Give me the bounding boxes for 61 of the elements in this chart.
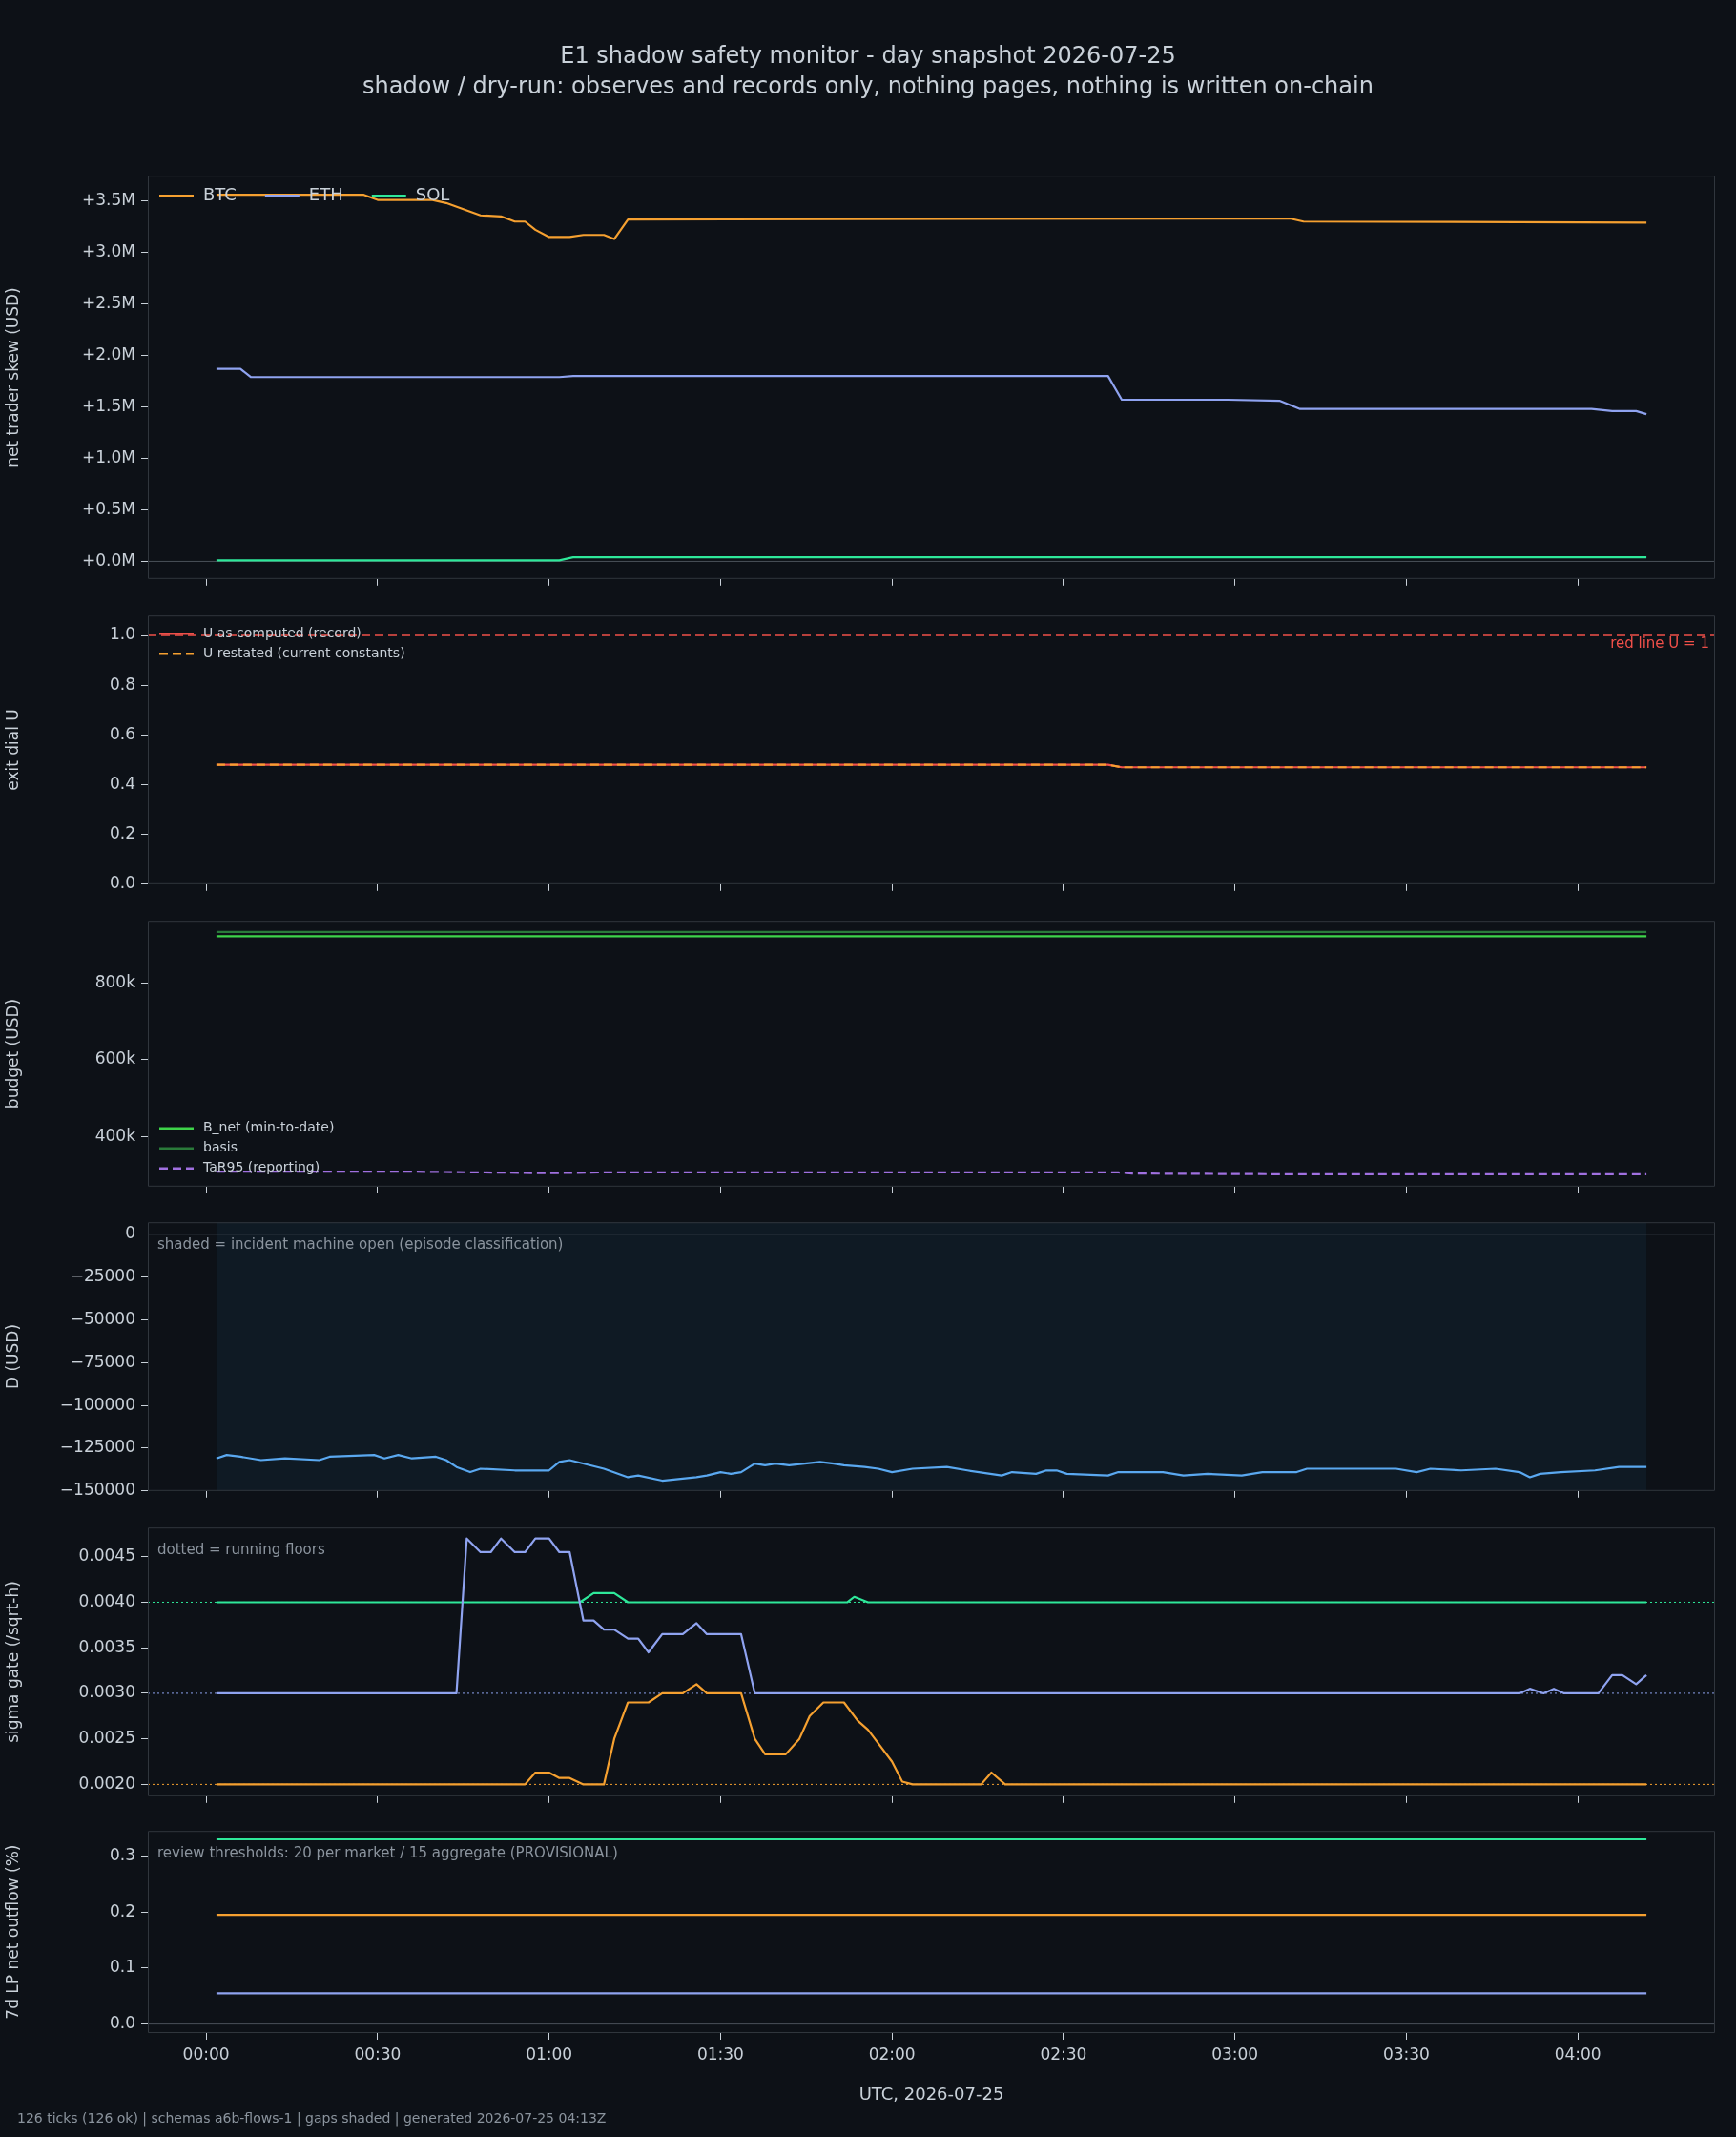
y-tick-label: 800k <box>94 971 136 991</box>
chart-subtitle: shadow / dry-run: observes and records only, nothing pages, nothing is written on-chain <box>362 73 1374 99</box>
y-tick-label: 0 <box>125 1223 135 1243</box>
y-tick-label: 0.2 <box>109 1900 135 1920</box>
y-tick-label: 0.0045 <box>78 1546 135 1566</box>
y-tick-label: +3.0M <box>82 241 135 261</box>
annotation: shaded = incident machine open (episode classification) <box>157 1235 564 1254</box>
y-axis-title: exit dial U <box>2 709 22 791</box>
y-tick-label: −75000 <box>70 1351 135 1371</box>
y-tick-label: 0.0030 <box>78 1682 135 1702</box>
y-tick-label: +1.0M <box>82 446 135 467</box>
x-tick-label: 01:00 <box>526 2044 573 2064</box>
y-tick-label: 0.8 <box>109 674 135 694</box>
y-tick-label: 0.0040 <box>78 1590 135 1610</box>
x-tick-label: 01:30 <box>696 2044 744 2064</box>
y-tick-label: 1.0 <box>109 624 135 644</box>
y-tick-label: 400k <box>94 1125 136 1145</box>
x-tick-label: 04:00 <box>1554 2044 1602 2064</box>
y-tick-label: 600k <box>94 1048 136 1068</box>
x-tick-label: 03:00 <box>1211 2044 1259 2064</box>
y-tick-label: +2.0M <box>82 343 135 363</box>
y-tick-label: 0.0 <box>109 2013 135 2033</box>
annotation: dotted = running floors <box>157 1541 325 1559</box>
legend-label: B_net (min-to-date) <box>203 1119 335 1135</box>
text: 126 ticks (126 ok) | schemas a6b-flows-1 | gaps shaded | generated 2026-07-25 04:13Z <box>17 2110 607 2126</box>
y-tick-label: 0.0020 <box>78 1773 135 1793</box>
x-tick-label: 00:00 <box>182 2044 230 2064</box>
x-tick-label: 02:30 <box>1040 2044 1087 2064</box>
y-tick-label: −25000 <box>70 1266 135 1286</box>
y-tick-label: 0.4 <box>109 773 135 793</box>
y-axis-title: 7d LP net outflow (%) <box>2 1844 22 2020</box>
y-tick-label: −150000 <box>59 1480 135 1500</box>
x-axis-title: UTC, 2026-07-25 <box>858 2083 1004 2104</box>
y-tick-label: 0.0035 <box>78 1636 135 1656</box>
ref-line-label: red line U = 1 <box>1610 634 1709 653</box>
y-tick-label: +2.5M <box>82 293 135 313</box>
y-axis-title: sigma gate (/sqrt-h) <box>2 1581 22 1743</box>
y-tick-label: +0.5M <box>82 498 135 518</box>
y-tick-label: +0.0M <box>82 550 135 570</box>
annotation: review thresholds: 20 per market / 15 aggregate (PROVISIONAL) <box>157 1844 618 1862</box>
x-tick-label: 02:00 <box>868 2044 916 2064</box>
y-tick-label: 0.0025 <box>78 1728 135 1748</box>
y-tick-label: 0.0 <box>109 873 135 893</box>
legend-label: basis <box>203 1139 238 1155</box>
y-tick-label: 0.3 <box>109 1845 135 1865</box>
y-tick-label: 0.2 <box>109 823 135 843</box>
legend-label: U restated (current constants) <box>203 644 405 660</box>
y-tick-label: 0.1 <box>109 1957 135 1977</box>
y-tick-label: −50000 <box>70 1308 135 1328</box>
y-tick-label: +1.5M <box>82 395 135 415</box>
y-axis-title: D (USD) <box>2 1323 22 1390</box>
x-tick-label: 03:30 <box>1382 2044 1430 2064</box>
legend-label: SOL <box>415 183 450 204</box>
y-tick-label: −125000 <box>59 1437 135 1457</box>
x-tick-label: 00:30 <box>354 2044 402 2064</box>
y-axis-title: budget (USD) <box>2 998 22 1110</box>
chart-title: E1 shadow safety monitor - day snapshot 2026-07-25 <box>559 42 1177 69</box>
y-tick-label: −100000 <box>59 1394 135 1414</box>
y-axis-title: net trader skew (USD) <box>2 287 22 467</box>
y-tick-label: +3.5M <box>82 190 135 210</box>
y-tick-label: 0.6 <box>109 723 135 743</box>
